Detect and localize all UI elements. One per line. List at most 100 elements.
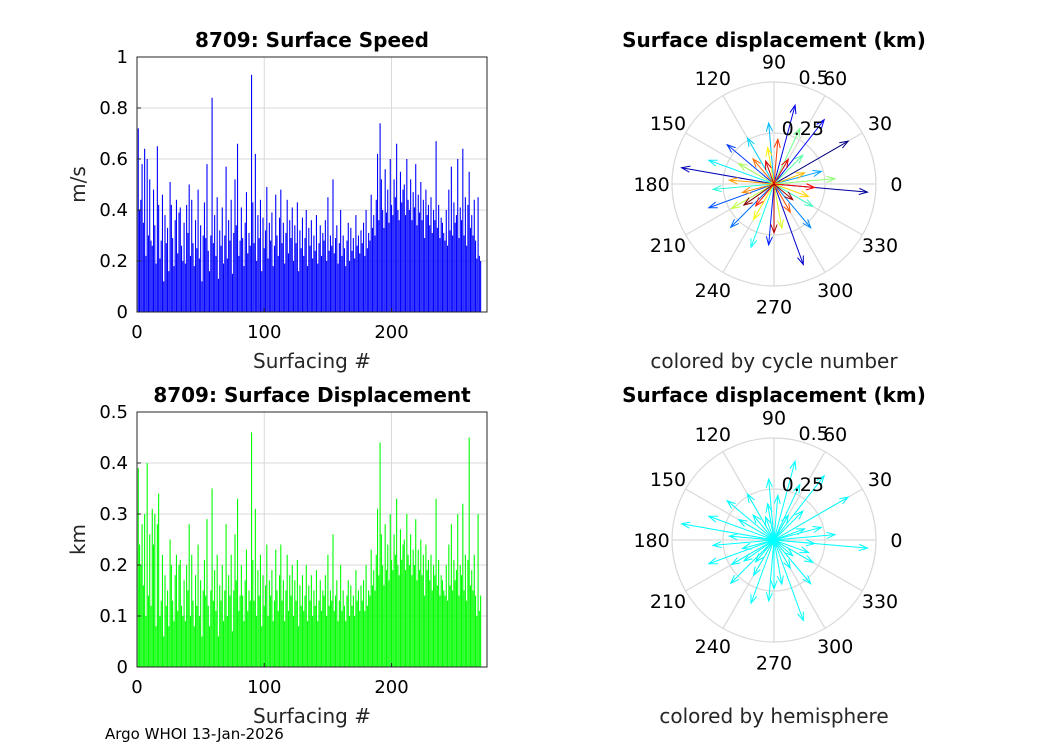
displacement-arrow (773, 534, 836, 541)
displacement-arrow (712, 539, 775, 546)
displacement-arrow (726, 500, 775, 541)
displacement-arrow (765, 160, 775, 185)
displacement-arrow (773, 139, 779, 185)
displacement-arrow (743, 183, 775, 206)
arrow-head (826, 531, 837, 539)
displacement-arrow (752, 158, 775, 185)
arrow-head (707, 159, 718, 167)
displacement-arrow (773, 539, 809, 554)
displacement-arrow (773, 183, 794, 201)
arrow-head (776, 219, 784, 230)
displacement-arrow (773, 183, 814, 207)
arrow-head (826, 175, 837, 183)
arrow-head (727, 177, 739, 185)
displacement-arrow (742, 183, 775, 193)
displacement-arrow (708, 183, 775, 209)
polar-chart-hemisphere: 0 30 60 90 120 150 180 210 240 270 300 330 0.25 0.5 Su… (622, 383, 926, 728)
y-tick-label: 0.2 (99, 555, 128, 576)
arrow-head (707, 515, 718, 523)
chart-title: 8709: Surface Displacement (153, 383, 471, 407)
axes-box (136, 56, 488, 313)
displacement-arrow (712, 183, 775, 190)
arrow-head (799, 546, 810, 554)
chart-title: 8709: Surface Speed (195, 28, 429, 52)
radius-label: 0.5 (799, 423, 829, 445)
y-tick-label: 0 (117, 302, 128, 323)
arrow-head (770, 580, 778, 591)
arrow-head (805, 539, 817, 547)
arrow-head (783, 559, 792, 570)
arrow-head (797, 611, 804, 622)
y-tick-label: 0.4 (99, 453, 128, 474)
arrow-head (802, 575, 812, 585)
arrow-head (765, 236, 773, 247)
arrow-head (795, 528, 807, 536)
arrow-head (746, 492, 755, 504)
x-tick-label: 100 (247, 322, 281, 343)
displacement-arrow (729, 179, 775, 185)
angle-label: 210 (650, 235, 686, 257)
angle-label: 330 (862, 235, 898, 257)
angle-label: 0 (890, 174, 902, 196)
arrow-head (742, 197, 753, 206)
arrow-head (741, 542, 752, 550)
arrow-head (729, 574, 740, 585)
displacement-arrow (773, 183, 791, 213)
angle-label: 150 (650, 113, 686, 135)
displacement-arrow (773, 140, 849, 185)
arrow-head (752, 210, 761, 221)
arrow-head (765, 477, 773, 488)
displacement-arrow (773, 496, 849, 541)
displacement-arrow (743, 539, 775, 562)
arrow-head (773, 137, 781, 149)
arrow-head (799, 190, 810, 198)
displacement-arrow (773, 183, 815, 189)
arrow-head (794, 154, 804, 164)
y-tick-label: 0.1 (99, 606, 128, 627)
displacement-arrow (752, 514, 775, 541)
arrow-head (789, 103, 797, 115)
displacement-arrow (768, 183, 775, 246)
displacement-arrow (773, 526, 822, 541)
displacement-arrow (726, 144, 775, 185)
arrow-head (858, 187, 869, 195)
angle-label: 60 (823, 68, 847, 90)
arrow-head (781, 514, 790, 525)
arrow-head (711, 541, 722, 549)
arrow-head (839, 496, 850, 505)
y-tick-label: 0.8 (99, 98, 128, 119)
displacement-arrow (773, 183, 809, 198)
arrow-head (742, 553, 753, 562)
arrow-head (680, 521, 691, 529)
arrow-head (795, 172, 807, 180)
x-tick-label: 0 (131, 677, 142, 698)
angle-label: 240 (695, 280, 731, 302)
x-tick-label: 200 (374, 322, 408, 343)
y-tick-label: 0.6 (99, 149, 128, 170)
displacement-arrow (729, 535, 775, 541)
arrow-head (812, 170, 823, 177)
arrow-head (726, 499, 736, 509)
displacement-arrow (753, 539, 775, 576)
radius-label: 0.25 (782, 474, 824, 496)
arrow-head (746, 136, 755, 148)
angle-label: 300 (817, 280, 853, 302)
y-tick-label: 0.3 (99, 504, 128, 525)
arrow-head (752, 157, 762, 168)
displacement-arrow (753, 183, 775, 220)
displacement-arrow (773, 159, 789, 185)
y-tick-label: 1 (117, 47, 128, 68)
x-tick-label: 0 (131, 322, 142, 343)
arrow-head (797, 255, 804, 266)
arrow-head (802, 219, 812, 229)
displacement-arrow (681, 523, 775, 541)
angle-label: 90 (762, 52, 786, 74)
arrow-head (729, 218, 740, 229)
arrow-head (750, 238, 758, 249)
arrow-head (765, 146, 773, 157)
arrow-head (727, 533, 739, 541)
arrow-head (783, 203, 792, 214)
angle-label: 60 (823, 424, 847, 446)
y-tick-label: 0.2 (99, 251, 128, 272)
angle-label: 180 (633, 530, 669, 552)
